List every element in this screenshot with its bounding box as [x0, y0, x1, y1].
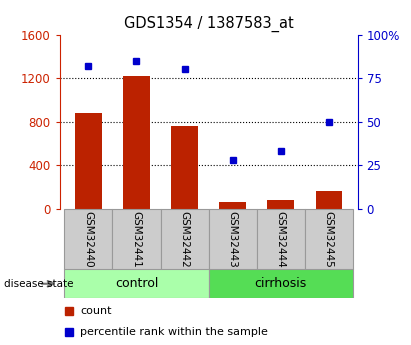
- Bar: [171, 126, 198, 209]
- Text: cirrhosis: cirrhosis: [254, 277, 307, 290]
- Text: GSM32440: GSM32440: [83, 210, 93, 267]
- Bar: [209, 269, 353, 298]
- Text: GSM32442: GSM32442: [180, 210, 189, 267]
- Bar: [316, 191, 342, 209]
- Text: GSM32443: GSM32443: [228, 210, 238, 267]
- Bar: [256, 209, 305, 269]
- Bar: [65, 269, 209, 298]
- Bar: [305, 209, 353, 269]
- Text: GSM32444: GSM32444: [276, 210, 286, 267]
- Text: GSM32445: GSM32445: [324, 210, 334, 267]
- Text: disease state: disease state: [4, 279, 74, 289]
- Title: GDS1354 / 1387583_at: GDS1354 / 1387583_at: [124, 16, 293, 32]
- Text: GSM32441: GSM32441: [132, 210, 141, 267]
- Text: percentile rank within the sample: percentile rank within the sample: [81, 327, 268, 337]
- Bar: [123, 76, 150, 209]
- Bar: [65, 209, 113, 269]
- Text: control: control: [115, 277, 158, 290]
- Bar: [219, 202, 246, 209]
- Bar: [268, 200, 294, 209]
- Bar: [209, 209, 256, 269]
- Bar: [113, 209, 161, 269]
- Bar: [75, 113, 102, 209]
- Text: count: count: [81, 306, 112, 315]
- Bar: [161, 209, 209, 269]
